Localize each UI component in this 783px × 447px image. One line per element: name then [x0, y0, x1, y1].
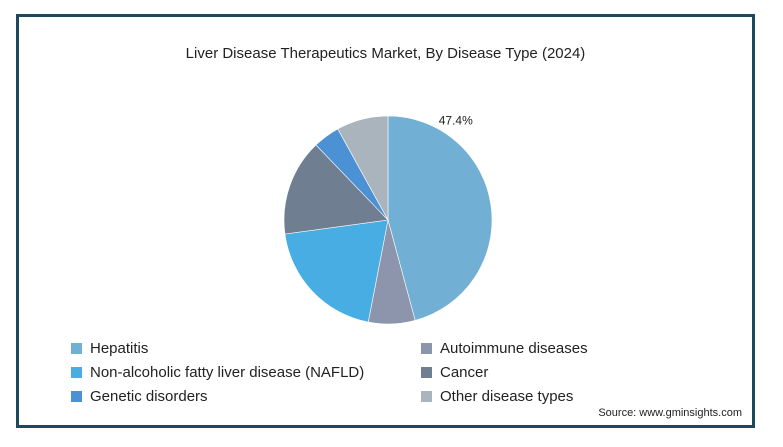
legend-label: Hepatitis [90, 339, 149, 357]
pie-slice-other-disease-types [337, 115, 389, 221]
legend-label: Genetic disorders [90, 387, 208, 405]
legend-swatch [71, 366, 82, 378]
legend-item-other-disease-types: Other disease types [421, 387, 621, 405]
legend-swatch [421, 390, 432, 402]
pie-slice-cancer [283, 144, 389, 235]
pie-slice-non-alcoholic-fatty-liver-disease-nafld [284, 219, 389, 323]
pie-chart: 47.4% [283, 114, 493, 325]
source-note: Source: www.gminsights.com [598, 407, 742, 419]
legend-label: Non-alcoholic fatty liver disease (NAFLD… [90, 363, 365, 381]
legend-label: Autoimmune diseases [440, 339, 588, 357]
legend-swatch [71, 342, 82, 354]
legend-swatch [421, 342, 432, 354]
pie-slice-hepatitis [387, 115, 493, 321]
chart-frame: Liver Disease Therapeutics Market, By Di… [16, 14, 755, 428]
legend-item-genetic-disorders: Genetic disorders [71, 387, 421, 405]
chart-legend: Hepatitis Autoimmune diseases Non-alcoholi… [71, 339, 631, 405]
legend-swatch [71, 390, 82, 402]
legend-label: Cancer [440, 363, 489, 381]
pie-labels: 47.4% [439, 114, 473, 128]
legend-item-cancer: Cancer [421, 363, 621, 381]
legend-label: Other disease types [440, 387, 574, 405]
legend-item-autoimmune-diseases: Autoimmune diseases [421, 339, 621, 357]
pie-slices [283, 115, 493, 325]
chart-title: Liver Disease Therapeutics Market, By Di… [185, 45, 586, 62]
legend-item-non-alcoholic-fatty-liver-disease-nafld: Non-alcoholic fatty liver disease (NAFLD… [71, 363, 421, 381]
data-label-hepatitis: 47.4% [439, 114, 473, 128]
legend-item-hepatitis: Hepatitis [71, 339, 421, 357]
legend-swatch [421, 366, 432, 378]
